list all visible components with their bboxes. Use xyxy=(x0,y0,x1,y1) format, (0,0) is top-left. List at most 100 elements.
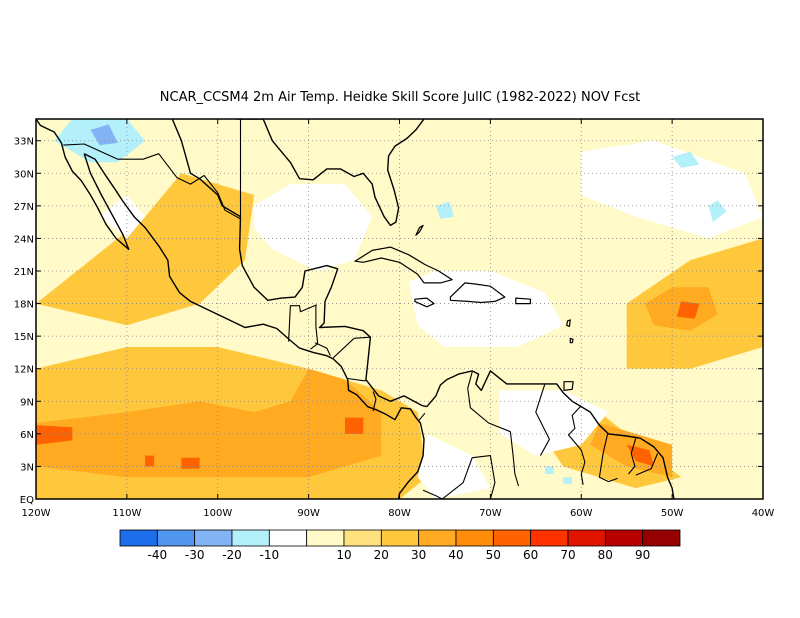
colorbar-label-90: 90 xyxy=(635,548,650,562)
colorbar-label-20: 20 xyxy=(374,548,389,562)
colorbar-swatch-10 xyxy=(492,529,532,547)
colorbar-swatch-2 xyxy=(194,529,233,547)
border-14 xyxy=(635,453,659,476)
island-6 xyxy=(566,319,571,327)
coastline-2 xyxy=(426,370,675,499)
border-10 xyxy=(467,371,520,487)
colorbar-swatch-6 xyxy=(343,529,382,547)
lon-tick-label-120W: 120W xyxy=(22,508,51,519)
lon-tick-label-90W: 90W xyxy=(297,508,320,519)
colorbar-swatch-5 xyxy=(306,529,345,547)
colorbar-label--10: -10 xyxy=(259,548,279,562)
colorbar-label-30: 30 xyxy=(411,548,426,562)
lat-tick-label-EQ: EQ xyxy=(20,495,34,506)
border-16 xyxy=(441,455,496,499)
colorbar-swatch-7 xyxy=(380,529,420,547)
island-3 xyxy=(515,297,532,305)
field-region-8 xyxy=(36,425,73,445)
island-1 xyxy=(414,297,435,308)
lon-tick-label-110W: 110W xyxy=(112,508,141,519)
colorbar-swatch-11 xyxy=(530,529,569,547)
lat-tick-label-9N: 9N xyxy=(20,397,34,408)
border-5 xyxy=(314,342,331,356)
colorbar-label-40: 40 xyxy=(448,548,463,562)
coastline-1 xyxy=(238,216,427,408)
colorbar-label-10: 10 xyxy=(336,548,351,562)
border-0 xyxy=(63,143,241,220)
field-region-16 xyxy=(408,271,564,347)
border-9 xyxy=(418,412,426,422)
field-region-21 xyxy=(708,200,727,223)
field-region-12 xyxy=(145,455,155,467)
lat-tick-label-21N: 21N xyxy=(14,267,34,278)
lon-tick-label-80W: 80W xyxy=(388,508,411,519)
lat-tick-label-12N: 12N xyxy=(14,365,34,376)
border-8 xyxy=(372,391,377,412)
coastline-4 xyxy=(83,153,425,499)
country-borders xyxy=(63,119,659,499)
island-4 xyxy=(415,224,424,236)
coastline-3 xyxy=(36,119,130,251)
field-region-19 xyxy=(99,195,146,239)
colorbar-swatch-0 xyxy=(119,529,158,547)
lat-tick-label-24N: 24N xyxy=(14,234,34,245)
field-region-26 xyxy=(90,124,118,146)
border-6 xyxy=(332,336,371,359)
field-region-24 xyxy=(544,466,554,474)
colorbar-swatch-3 xyxy=(231,529,270,547)
colorbar-label-80: 80 xyxy=(598,548,613,562)
skill-score-field xyxy=(36,119,763,499)
lon-tick-label-60W: 60W xyxy=(570,508,593,519)
lat-tick-label-6N: 6N xyxy=(20,430,34,441)
lat-tick-label-30N: 30N xyxy=(14,169,34,180)
lat-tick-label-15N: 15N xyxy=(14,332,34,343)
lon-tick-label-40W: 40W xyxy=(752,508,775,519)
map-panel: 120W 110W 100W 90W 80W 70W 60W 50W 40W EQ 3N 6N 9N 1… xyxy=(14,118,775,519)
lat-tick-label-27N: 27N xyxy=(14,202,34,213)
island-5 xyxy=(563,381,574,391)
latitude-axis: EQ 3N 6N 9N 12N 15N 18N 21N 24N 27N 30N 33N xyxy=(14,137,763,506)
island-2 xyxy=(449,282,506,304)
lon-tick-label-70W: 70W xyxy=(479,508,502,519)
colorbar-swatch-9 xyxy=(455,529,494,547)
colorbar-label--40: -40 xyxy=(147,548,167,562)
border-2 xyxy=(288,304,318,342)
field-region-4 xyxy=(36,368,382,478)
colorbar-swatch-13 xyxy=(604,529,644,547)
border-11 xyxy=(567,405,586,485)
lat-tick-label-33N: 33N xyxy=(14,137,34,148)
colorbar-swatch-4 xyxy=(268,529,308,547)
lon-tick-label-100W: 100W xyxy=(203,508,232,519)
coastlines xyxy=(36,119,675,499)
border-15 xyxy=(535,383,550,456)
border-17 xyxy=(422,489,443,499)
colorbar-label--30: -30 xyxy=(185,548,205,562)
field-region-23 xyxy=(563,477,573,484)
field-region-11 xyxy=(345,417,364,434)
island-0 xyxy=(354,246,453,284)
field-region-15 xyxy=(254,184,373,271)
colorbar-swatch-14 xyxy=(642,529,681,547)
field-region-18 xyxy=(417,433,491,499)
island-7 xyxy=(569,337,574,344)
colorbar-label--20: -20 xyxy=(222,548,242,562)
colorbar-swatch-8 xyxy=(418,529,457,547)
colorbar-label-60: 60 xyxy=(523,548,538,562)
colorbar-legend: -40 -30 -20 -10 10 20 30 40 50 60 70 80 90 xyxy=(119,529,681,562)
colorbar-swatch-1 xyxy=(156,529,196,547)
colorbar-swatch-12 xyxy=(567,529,606,547)
graticule xyxy=(36,119,763,499)
lat-tick-label-18N: 18N xyxy=(14,300,34,311)
chart-title: NCAR_CCSM4 2m Air Temp. Heidke Skill Sco… xyxy=(160,90,640,105)
lon-tick-label-50W: 50W xyxy=(661,508,684,519)
field-region-1 xyxy=(36,173,255,326)
coastline-5 xyxy=(235,119,425,227)
border-7 xyxy=(347,377,366,382)
field-region-9 xyxy=(676,301,700,319)
colorbar-label-50: 50 xyxy=(486,548,501,562)
field-region-13 xyxy=(181,457,200,469)
colorbar-label-70: 70 xyxy=(560,548,575,562)
border-12 xyxy=(598,433,618,483)
lat-tick-label-3N: 3N xyxy=(20,462,34,473)
